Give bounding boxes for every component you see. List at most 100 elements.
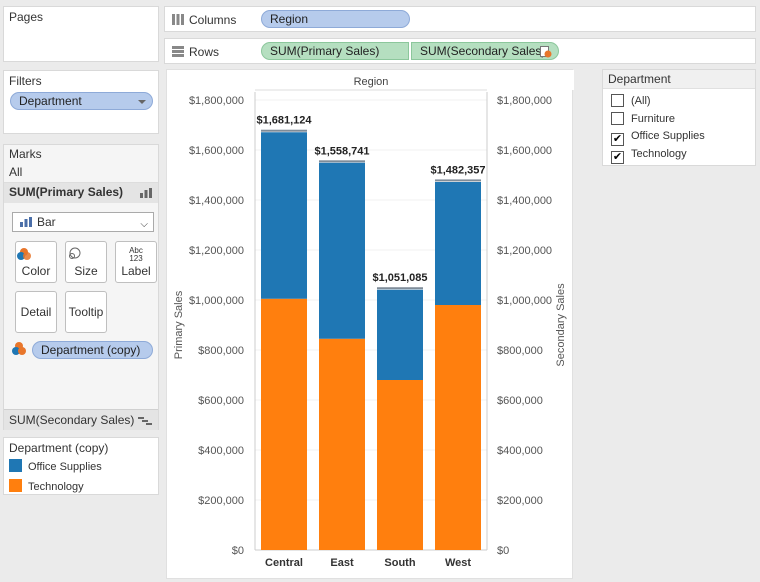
filters-shelf[interactable]: Filters Department xyxy=(3,70,159,134)
label-icon: Abc 123 xyxy=(116,247,156,263)
chevron-down-icon: ⌵ xyxy=(140,219,148,230)
primary-sales-pill-label: SUM(Primary Sales) xyxy=(270,44,380,58)
legend-swatch xyxy=(9,459,22,472)
y-tick-label-right: $200,000 xyxy=(497,495,543,507)
y-tick-label-right: $0 xyxy=(497,545,509,557)
filter-option-label: Furniture xyxy=(631,113,676,125)
x-tick-label: Central xyxy=(265,557,303,569)
primary-sales-row-pill[interactable]: SUM(Primary Sales) xyxy=(261,42,409,60)
bar-total-label: $1,482,357 xyxy=(430,164,485,176)
y-axis-title-right: Secondary Sales xyxy=(555,283,567,367)
bar-total-label: $1,558,741 xyxy=(314,145,369,157)
color-icon xyxy=(12,342,26,355)
filter-option-furniture[interactable]: Furniture xyxy=(611,112,675,125)
y-tick-label-right: $800,000 xyxy=(497,345,543,357)
y-tick-label-left: $1,800,000 xyxy=(189,95,244,107)
secondary-sales-pill-label: SUM(Secondary Sales) xyxy=(420,44,546,58)
checkbox[interactable]: ✔ xyxy=(611,151,624,164)
filter-pill-label: Department xyxy=(19,94,82,108)
marks-primary-label: SUM(Primary Sales) xyxy=(9,185,124,199)
dual-axis-icon xyxy=(540,46,552,58)
filter-option-all[interactable]: (All) xyxy=(611,94,651,107)
size-button[interactable]: Size xyxy=(65,241,107,283)
region-column-pill[interactable]: Region xyxy=(261,10,410,28)
y-tick-label-right: $1,400,000 xyxy=(497,195,552,207)
y-tick-label-left: $1,200,000 xyxy=(189,245,244,257)
bar-segment xyxy=(377,289,423,380)
checkbox[interactable] xyxy=(611,94,624,107)
secondary-bar-mark xyxy=(377,287,423,290)
stacked-bar-chart[interactable]: Region $0 $0 $200,000 $200,000 $400,000 $400,0… xyxy=(167,70,574,580)
gantt-icon xyxy=(138,417,152,425)
y-tick-label-right: $1,800,000 xyxy=(497,95,552,107)
chart-view[interactable]: Region $0 $0 $200,000 $200,000 $400,000 $400,0… xyxy=(166,69,574,580)
region-pill-label: Region xyxy=(270,12,309,26)
filter-header xyxy=(603,70,755,89)
size-button-label: Size xyxy=(74,264,98,278)
y-tick-label-right: $1,200,000 xyxy=(497,245,552,257)
filter-option-label: Office Supplies xyxy=(631,130,705,142)
tooltip-button[interactable]: Tooltip xyxy=(65,291,107,333)
bar-chart-icon xyxy=(20,217,32,227)
bar-chart-icon xyxy=(140,188,152,198)
filter-option-office-supplies[interactable]: ✔ Office Supplies xyxy=(611,130,705,146)
color-icon xyxy=(17,248,31,260)
chevron-down-icon[interactable] xyxy=(138,100,146,104)
x-tick-label: South xyxy=(384,557,415,569)
y-tick-label-left: $0 xyxy=(232,545,244,557)
x-tick-label: East xyxy=(330,557,354,569)
y-tick-label-right: $600,000 xyxy=(497,395,543,407)
y-tick-label-left: $600,000 xyxy=(198,395,244,407)
divider xyxy=(4,182,158,183)
y-tick-label-left: $800,000 xyxy=(198,345,244,357)
checkbox[interactable]: ✔ xyxy=(611,133,624,146)
label-button-label: Label xyxy=(121,264,151,278)
marks-all-tab[interactable]: All xyxy=(9,165,23,179)
pages-shelf[interactable]: Pages xyxy=(3,6,159,62)
marks-title: Marks xyxy=(9,147,42,161)
color-field-label: Department (copy) xyxy=(41,343,141,357)
label-icon-text-bottom: 123 xyxy=(129,254,143,263)
legend-item[interactable]: Technology xyxy=(9,479,84,493)
bar-total-label: $1,681,124 xyxy=(256,115,312,127)
x-tick-label: West xyxy=(445,557,471,569)
checkbox[interactable] xyxy=(611,112,624,125)
rows-shelf[interactable]: Rows SUM(Primary Sales) SUM(Secondary Sa… xyxy=(164,38,756,64)
label-icon-text-top: Abc xyxy=(129,246,143,255)
filter-option-label: (All) xyxy=(631,95,651,107)
bar-segment xyxy=(319,162,365,339)
y-tick-label-left: $1,400,000 xyxy=(189,195,244,207)
department-quick-filter: Department (All) Furniture ✔ Office Suppl… xyxy=(602,69,756,166)
secondary-sales-row-pill[interactable]: SUM(Secondary Sales) xyxy=(411,42,559,60)
chart-title: Region xyxy=(354,76,389,88)
pages-title: Pages xyxy=(9,10,44,24)
y-axis-title-left: Primary Sales xyxy=(173,290,185,359)
columns-label: Columns xyxy=(189,13,237,27)
legend-swatch xyxy=(9,479,22,492)
y-tick-label-left: $400,000 xyxy=(198,445,244,457)
filter-option-label: Technology xyxy=(631,148,687,160)
bar-segment xyxy=(261,298,307,550)
filter-option-technology[interactable]: ✔ Technology xyxy=(611,148,687,164)
y-tick-label-left: $1,000,000 xyxy=(189,295,244,307)
label-button[interactable]: Abc 123 Label xyxy=(115,241,157,283)
y-tick-label-right: $1,000,000 xyxy=(497,295,552,307)
marks-card: Marks All SUM(Primary Sales) Bar ⌵ Color xyxy=(3,144,159,430)
marks-secondary-label: SUM(Secondary Sales) xyxy=(9,413,135,427)
mark-type-select[interactable]: Bar ⌵ xyxy=(12,212,154,232)
marks-primary-tab[interactable]: SUM(Primary Sales) xyxy=(4,183,158,203)
tooltip-button-label: Tooltip xyxy=(68,305,104,319)
rows-label: Rows xyxy=(189,45,220,59)
color-field-pill[interactable]: Department (copy) xyxy=(32,341,153,359)
columns-shelf[interactable]: Columns Region xyxy=(164,6,756,32)
marks-secondary-tab[interactable]: SUM(Secondary Sales) xyxy=(4,409,158,430)
secondary-bar-mark xyxy=(435,179,481,182)
color-button[interactable]: Color xyxy=(15,241,57,283)
department-filter-pill[interactable]: Department xyxy=(10,92,153,110)
legend-item[interactable]: Office Supplies xyxy=(9,459,102,473)
detail-button[interactable]: Detail xyxy=(15,291,57,333)
department-filter-title: Department xyxy=(608,72,671,86)
bar-segment xyxy=(435,182,481,305)
bar-total-label: $1,051,085 xyxy=(372,272,427,284)
y-tick-label-right: $1,600,000 xyxy=(497,145,552,157)
